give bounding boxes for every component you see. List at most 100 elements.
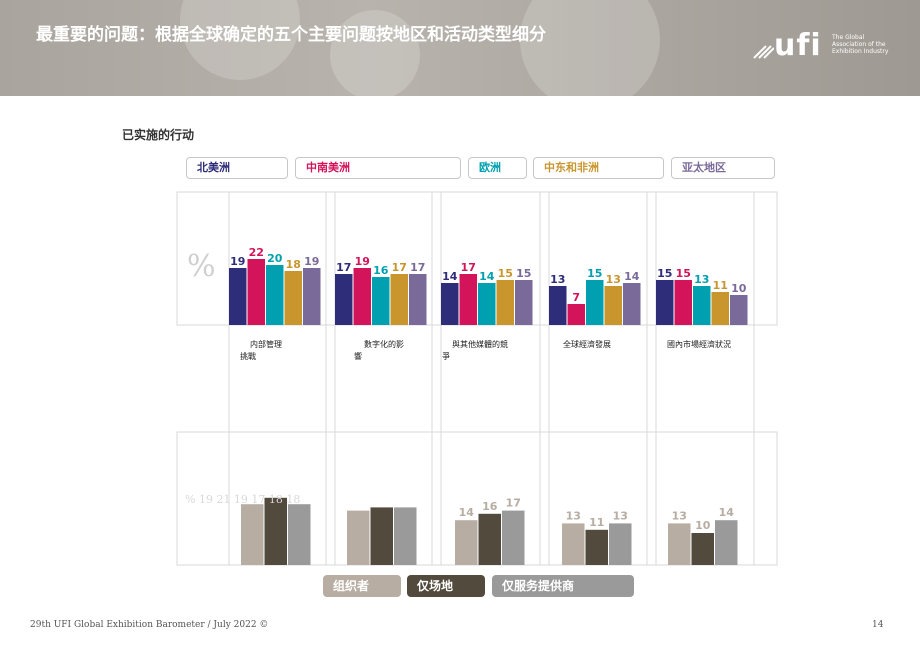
header-banner: 最重要的问题：根据全球确定的五个主要问题按地区和活动类型细分 ufi The G… — [0, 0, 920, 96]
bar-region-2-issue-0 — [266, 265, 284, 325]
footer-citation: 29th UFI Global Exhibition Barometer / J… — [30, 620, 269, 630]
category-label: 全球經濟發展 — [563, 339, 611, 349]
bar-value-label: 19 — [230, 255, 245, 268]
bar-value-label: 17 — [336, 261, 351, 274]
logo-mark: ufi — [774, 28, 822, 63]
logo-tagline-line: Association of the — [832, 41, 886, 48]
bar-value-label: 11 — [589, 516, 604, 529]
bar-type-2-issue-4 — [715, 520, 738, 565]
bar-type-0-issue-2 — [455, 520, 478, 565]
ufi-logo: ufi The Global Association of the Exhibi… — [752, 30, 902, 66]
bar-value-label: 17 — [392, 261, 407, 274]
bar-type-1-issue-3 — [585, 529, 608, 565]
logo-tagline: The Global Association of the Exhibition… — [832, 34, 902, 55]
bar-region-2-issue-3 — [586, 280, 604, 325]
bar-value-label: 13 — [550, 273, 565, 286]
category-label: 與其他媒體的競爭 — [442, 339, 508, 361]
bar-region-0-issue-0 — [229, 268, 247, 325]
bar-value-label: 14 — [719, 506, 735, 519]
bar-value-label: 15 — [498, 267, 513, 280]
bar-value-label: 10 — [695, 519, 711, 532]
bar-type-2-issue-2 — [502, 510, 525, 565]
bar-region-1-issue-2 — [459, 274, 477, 325]
category-label: 内部管理挑戰 — [240, 339, 282, 361]
legend-region-mea: 中东和非洲 — [533, 157, 664, 179]
banner-decoration — [520, 0, 660, 96]
bar-type-2-issue-0 — [288, 504, 311, 565]
page-number: 14 — [872, 620, 884, 630]
bar-value-label: 11 — [713, 279, 728, 292]
legend-venues: 仅场地 — [407, 575, 485, 597]
bar-region-1-issue-0 — [247, 259, 265, 325]
logo-tagline-line: The Global — [832, 34, 865, 41]
bottom-chart-first-group-labels: % 19 21 19 17 18 18 — [185, 493, 300, 506]
bar-region-0-issue-3 — [549, 286, 567, 325]
bar-region-1-issue-4 — [674, 280, 692, 325]
legend-region-asia-pacific: 亚太地区 — [671, 157, 775, 179]
bar-type-0-issue-4 — [668, 523, 691, 565]
bar-region-3-issue-1 — [390, 274, 408, 325]
bar-region-4-issue-4 — [730, 295, 748, 325]
bar-region-3-issue-0 — [284, 271, 302, 325]
bar-region-4-issue-3 — [623, 283, 641, 325]
bar-type-0-issue-3 — [562, 523, 585, 565]
category-label: 國內市場經濟狀況 — [667, 339, 731, 349]
bar-value-label: 19 — [304, 255, 319, 268]
legend-service-providers: 仅服务提供商 — [492, 575, 634, 597]
bar-type-1-issue-0 — [264, 497, 287, 565]
bar-region-4-issue-2 — [515, 280, 533, 325]
bar-region-3-issue-4 — [711, 292, 729, 325]
bar-region-0-issue-1 — [335, 274, 353, 325]
bar-type-1-issue-4 — [691, 533, 714, 565]
bar-value-label: 13 — [613, 509, 628, 522]
bar-value-label: 16 — [373, 264, 389, 277]
bar-value-label: 14 — [479, 270, 495, 283]
bar-value-label: 13 — [566, 509, 581, 522]
bar-region-1-issue-3 — [567, 304, 585, 325]
bar-value-label: 13 — [606, 273, 621, 286]
bar-value-label: 19 — [355, 255, 370, 268]
category-label: 數字化的影響 — [354, 339, 404, 361]
bar-value-label: 17 — [461, 261, 476, 274]
bar-value-label: 15 — [587, 267, 602, 280]
bar-value-label: 17 — [410, 261, 425, 274]
bar-value-label: 17 — [506, 497, 521, 510]
logo-tagline-line: Exhibition Industry — [832, 48, 889, 55]
bar-region-2-issue-1 — [372, 277, 390, 325]
bar-value-label: 18 — [286, 258, 301, 271]
bar-region-4-issue-0 — [303, 268, 321, 325]
bar-type-0-issue-1 — [347, 510, 370, 565]
bar-value-label: 16 — [482, 500, 498, 513]
bar-type-0-issue-0 — [241, 504, 264, 565]
bar-value-label: 14 — [459, 506, 475, 519]
legend-region-europe: 欧洲 — [468, 157, 527, 179]
legend-organizers: 组织者 — [323, 575, 401, 597]
page-title: 最重要的问题：根据全球确定的五个主要问题按地区和活动类型细分 — [36, 25, 546, 45]
bar-value-label: 15 — [516, 267, 531, 280]
bar-region-2-issue-4 — [693, 286, 711, 325]
bar-region-3-issue-2 — [496, 280, 514, 325]
section-subtitle: 已实施的行动 — [122, 128, 195, 142]
bar-region-3-issue-3 — [604, 286, 622, 325]
logo-stripes-icon — [753, 45, 774, 59]
bar-region-2-issue-2 — [478, 283, 496, 325]
bar-value-label: 14 — [624, 270, 640, 283]
bar-region-1-issue-1 — [353, 268, 371, 325]
top-chart-percent-label: % — [187, 249, 216, 284]
legend-region-north-america: 北美洲 — [186, 157, 288, 179]
bar-region-0-issue-2 — [441, 283, 459, 325]
bar-region-4-issue-1 — [409, 274, 427, 325]
bar-type-2-issue-1 — [394, 507, 417, 565]
legend-region-latin-america: 中南美洲 — [295, 157, 461, 179]
bar-value-label: 10 — [731, 282, 747, 295]
bar-type-2-issue-3 — [609, 523, 632, 565]
bar-type-1-issue-1 — [370, 507, 393, 565]
banner-decoration — [330, 10, 420, 96]
bar-value-label: 13 — [694, 273, 709, 286]
bar-value-label: 22 — [249, 246, 264, 259]
bar-value-label: 13 — [672, 509, 687, 522]
bar-region-0-issue-4 — [656, 280, 674, 325]
bar-value-label: 15 — [676, 267, 691, 280]
bar-type-1-issue-2 — [478, 513, 501, 565]
